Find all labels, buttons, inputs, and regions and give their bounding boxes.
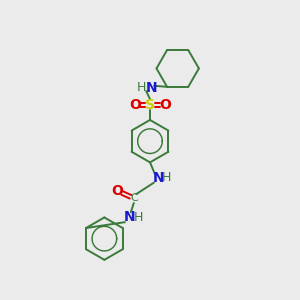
Text: H: H bbox=[137, 81, 146, 94]
Text: N: N bbox=[146, 81, 157, 94]
Text: N: N bbox=[124, 210, 135, 224]
Text: O: O bbox=[112, 184, 124, 198]
Text: H: H bbox=[134, 211, 143, 224]
Text: C: C bbox=[130, 193, 138, 203]
Text: S: S bbox=[145, 98, 155, 112]
Text: O: O bbox=[129, 98, 141, 112]
Text: O: O bbox=[159, 98, 171, 112]
Text: N: N bbox=[152, 171, 164, 185]
Text: H: H bbox=[162, 171, 171, 184]
